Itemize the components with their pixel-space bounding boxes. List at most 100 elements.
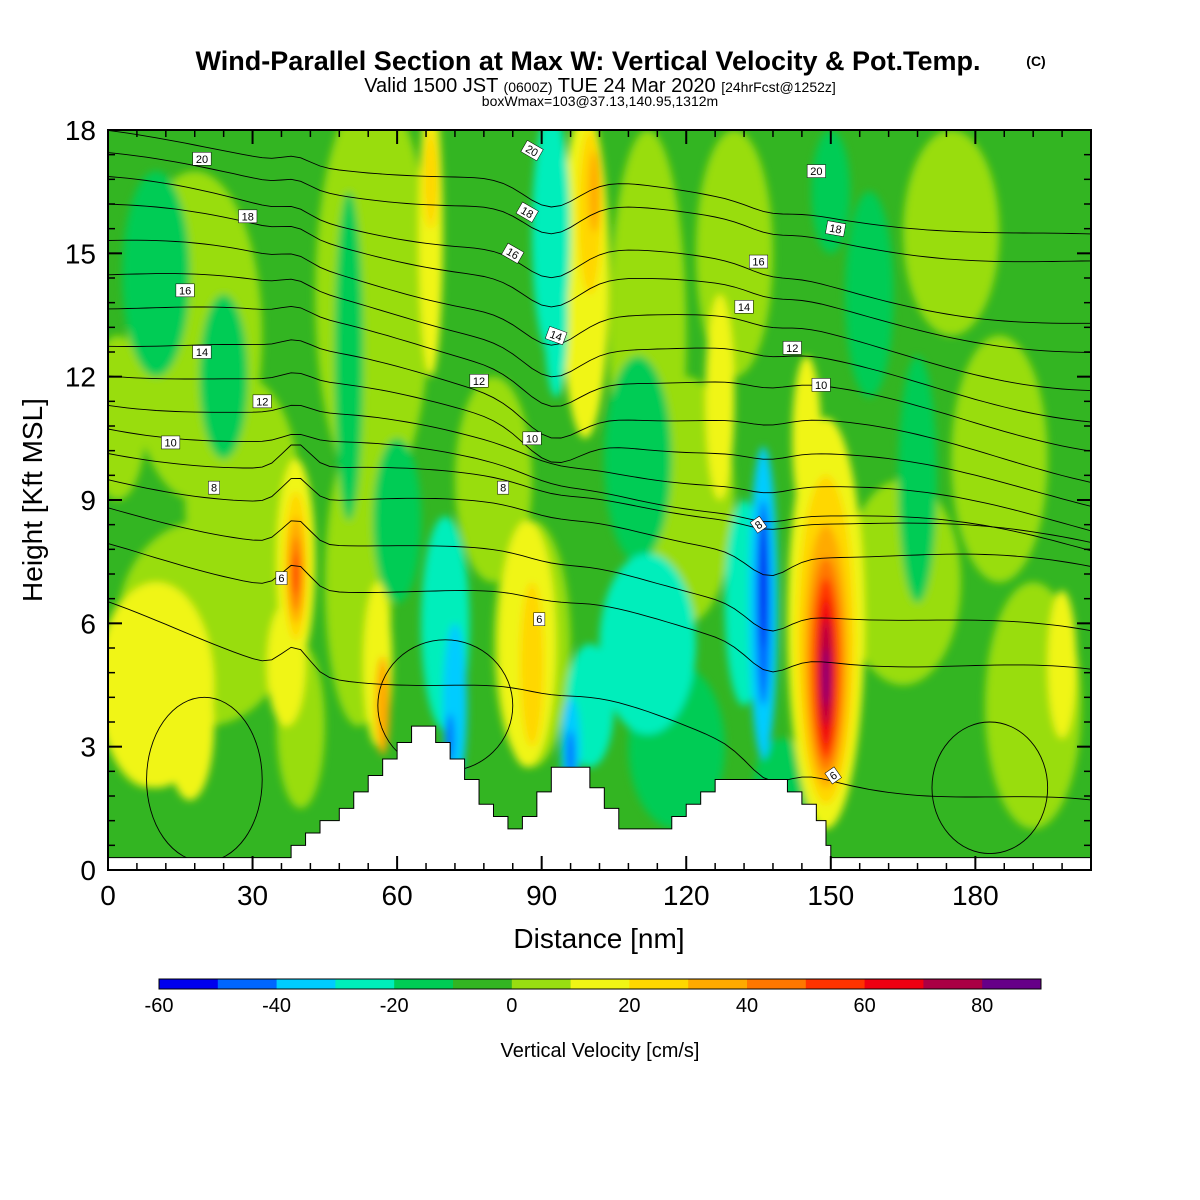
x-tick-label: 180 — [952, 880, 999, 911]
chart-title: Wind-Parallel Section at Max W: Vertical… — [196, 46, 981, 76]
colorbar-segment — [276, 979, 336, 989]
boxwmax-text: boxWmax=103@37.13,140.95,1312m — [482, 93, 718, 109]
svg-text:12: 12 — [256, 396, 268, 408]
w-region — [705, 294, 735, 500]
colorbar-segment — [982, 979, 1042, 989]
forecast-run: [24hrFcst@1252z] — [721, 79, 836, 95]
svg-text:6: 6 — [536, 614, 542, 626]
w-region — [951, 335, 1048, 583]
w-region — [903, 130, 1000, 336]
w-region — [423, 130, 439, 229]
isentrope-line — [108, 339, 1091, 483]
isentrope-label: 10 — [522, 431, 542, 445]
w-region — [1047, 590, 1077, 739]
colorbar-segment — [217, 979, 278, 989]
isentrope-lines — [108, 130, 1091, 863]
x-axis-label: Distance [nm] — [513, 923, 684, 954]
colorbar-tick-label: 20 — [618, 995, 640, 1017]
w-region — [599, 553, 696, 735]
isentrope-label: 16 — [501, 242, 525, 264]
svg-text:18: 18 — [518, 205, 535, 222]
colorbar: -60 -40 -20 0 20 40 60 80 — [145, 978, 1042, 1017]
y-axis-label: Height [Kft MSL] — [17, 398, 48, 602]
x-tick-label: 150 — [807, 880, 854, 911]
w-region — [293, 553, 299, 595]
colorbar-label: Vertical Velocity [cm/s] — [501, 1040, 700, 1062]
isentrope-label: 16 — [175, 283, 195, 297]
svg-text:12: 12 — [473, 376, 485, 388]
x-tick-label: 90 — [526, 880, 557, 911]
x-axis-ticks: 0 30 60 90 120 150 180 — [100, 130, 1063, 911]
isentrope-label: 14 — [544, 325, 568, 346]
w-region — [454, 376, 533, 583]
w-region — [519, 582, 545, 747]
w-region — [334, 191, 364, 521]
isentrope-label: 20 — [192, 152, 212, 166]
y-tick-label: 3 — [80, 732, 96, 763]
isentrope-label: 14 — [192, 345, 212, 359]
isentrope-label: 10 — [811, 378, 831, 392]
colorbar-segment — [159, 979, 219, 989]
colorbar-segment — [629, 979, 689, 989]
colorbar-segment — [805, 979, 866, 989]
svg-text:20: 20 — [523, 143, 540, 160]
isentrope-label: 16 — [749, 254, 768, 269]
y-tick-label: 18 — [65, 115, 96, 146]
isentrope-line — [108, 428, 1091, 552]
isentrope-label: 8 — [208, 480, 220, 495]
colorbar-segment — [453, 979, 513, 989]
svg-text:16: 16 — [752, 257, 764, 269]
w-region — [315, 130, 431, 500]
isentrope-label: 6 — [824, 766, 842, 785]
svg-text:16: 16 — [179, 285, 191, 297]
isentrope-label: 8 — [749, 515, 768, 534]
svg-text:18: 18 — [828, 223, 842, 237]
w-region — [375, 656, 390, 755]
svg-text:14: 14 — [548, 329, 564, 344]
y-tick-label: 9 — [80, 485, 96, 516]
copyright-mark: (C) — [1026, 53, 1045, 69]
w-region — [811, 130, 851, 254]
isentrope-line — [108, 273, 1091, 423]
svg-text:16: 16 — [504, 246, 521, 263]
isentrope-line — [108, 478, 1091, 577]
x-tick-label: 0 — [100, 880, 116, 911]
colorbar-segment — [688, 979, 748, 989]
y-tick-label: 0 — [80, 855, 96, 886]
colorbar-tick-label: -20 — [380, 995, 409, 1017]
isentrope-line — [108, 507, 1091, 632]
svg-text:14: 14 — [196, 347, 208, 359]
isentrope-line — [108, 239, 1091, 392]
velocity-field — [108, 130, 1082, 838]
isentrope-label: 12 — [469, 374, 489, 388]
svg-text:6: 6 — [828, 770, 840, 783]
isentrope-label: 6 — [533, 612, 546, 626]
x-tick-label: 120 — [663, 880, 710, 911]
isentrope-line — [108, 404, 1091, 532]
svg-text:18: 18 — [242, 211, 254, 223]
y-axis-ticks: 0 3 6 9 12 15 18 — [65, 115, 1091, 886]
colorbar-tick-label: -40 — [262, 995, 291, 1017]
isentrope-line — [108, 601, 1091, 801]
x-tick-label: 60 — [382, 880, 413, 911]
isentrope-label: 14 — [734, 300, 754, 314]
colorbar-tick-label: -60 — [145, 995, 174, 1017]
colorbar-segment — [394, 979, 454, 989]
w-region — [898, 356, 937, 603]
colorbar-tick-label: 40 — [736, 995, 758, 1017]
isentrope-line — [108, 176, 1091, 324]
colorbar-tick-label: 0 — [506, 995, 517, 1017]
valid-time-line: Valid 1500 JST (0600Z) TUE 24 Mar 2020 [… — [364, 75, 836, 97]
valid-prefix: Valid 1500 JST — [364, 75, 498, 97]
w-region — [108, 335, 147, 500]
y-tick-label: 15 — [65, 238, 96, 269]
w-region — [588, 150, 601, 233]
w-region — [760, 516, 767, 648]
svg-text:8: 8 — [500, 483, 506, 495]
svg-text:20: 20 — [810, 166, 822, 178]
isentrope-label: 20 — [806, 164, 826, 178]
y-tick-label: 12 — [65, 362, 96, 393]
svg-text:10: 10 — [165, 437, 177, 449]
colorbar-segment — [511, 979, 572, 989]
